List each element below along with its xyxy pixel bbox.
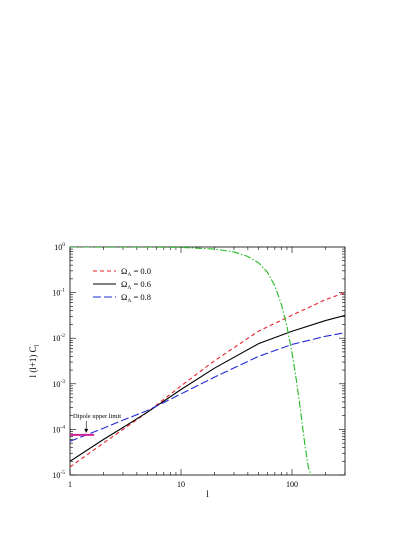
legend: ΩΛ = 0.0ΩΛ = 0.6ΩΛ = 0.8 — [93, 266, 151, 304]
y-tick-label: 10-3 — [52, 379, 65, 389]
x-tick-label: 10 — [177, 480, 185, 489]
legend-label: ΩΛ = 0.0 — [121, 266, 151, 278]
y-tick-label: 10-4 — [52, 424, 65, 434]
series-lines — [70, 247, 345, 475]
series-line-1 — [70, 314, 345, 462]
x-tick-label: 100 — [286, 480, 298, 489]
y-tick-labels: 100 10-1 10-2 10-3 10-4 10-5 — [52, 242, 65, 480]
series-line-0 — [70, 292, 345, 468]
annotation-label: Dipole upper limit — [73, 413, 121, 420]
series-line-2 — [70, 332, 345, 442]
annotation-arrowhead — [84, 428, 89, 433]
x-tick-label: 1 — [68, 480, 72, 489]
annotations: Dipole upper limit — [70, 413, 121, 436]
y-tick-label: 10-5 — [52, 470, 65, 480]
legend-label: ΩΛ = 0.6 — [121, 279, 151, 291]
y-tick-label: 10-1 — [52, 288, 65, 298]
legend-label: ΩΛ = 0.8 — [121, 292, 151, 304]
plot-frame — [69, 246, 346, 476]
y-axis-label: l (l+1) Cl — [28, 344, 41, 377]
series-line-3 — [70, 247, 312, 475]
y-tick-label: 100 — [54, 242, 65, 252]
y-tick-label: 10-2 — [52, 333, 65, 343]
x-tick-labels: 1 10 100 — [68, 480, 298, 489]
x-axis-label: l — [206, 489, 209, 499]
axis-ticks — [69, 247, 346, 476]
